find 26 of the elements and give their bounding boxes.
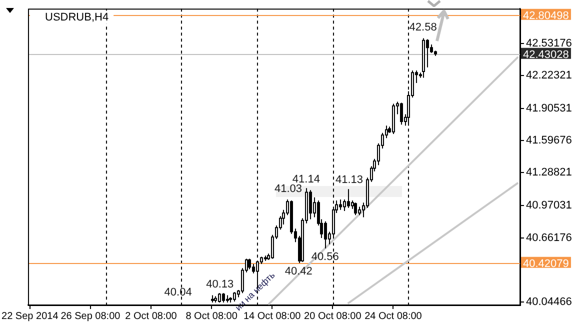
x-tick-label: 20 Oct 08:00 [304,310,362,322]
x-tick-label: 2 Oct 08:00 [125,310,178,322]
annotation: 41.13 [336,174,364,186]
annotation: 40.13 [206,278,234,290]
annotation: 41.03 [274,183,302,196]
x-tick-label: 24 Oct 08:00 [364,310,422,322]
annotation: 42.58 [409,21,437,34]
annotation: 40.42 [284,266,312,278]
y-tick-label: 42.22321 [526,69,572,82]
y-tick-label: 41.90531 [526,102,572,114]
x-tick-label: 26 Sep 08:00 [60,310,121,322]
x-tick-label: 22 Sep 2014 [2,310,59,322]
y-tick-label: 41.28821 [526,166,572,179]
ref-line-label: 42.80498 [523,10,569,22]
y-tick-label: 40.66176 [526,232,572,244]
ref-line-label: 40.42079 [523,258,569,270]
x-tick-label: 8 Oct 08:00 [186,310,238,322]
y-tick-label: 42.53176 [526,37,572,50]
annotation: 40.04 [164,286,192,298]
chart-title: USDRUB,H4 [45,12,109,24]
ref-line-label: 42.43028 [523,48,569,61]
y-tick-label: 40.97031 [526,200,572,212]
y-tick-label: 40.04466 [526,296,572,308]
x-tick-label: 14 Oct 08:00 [243,310,302,322]
y-tick-label: 41.59676 [526,134,572,147]
annotation: 40.56 [311,250,339,263]
